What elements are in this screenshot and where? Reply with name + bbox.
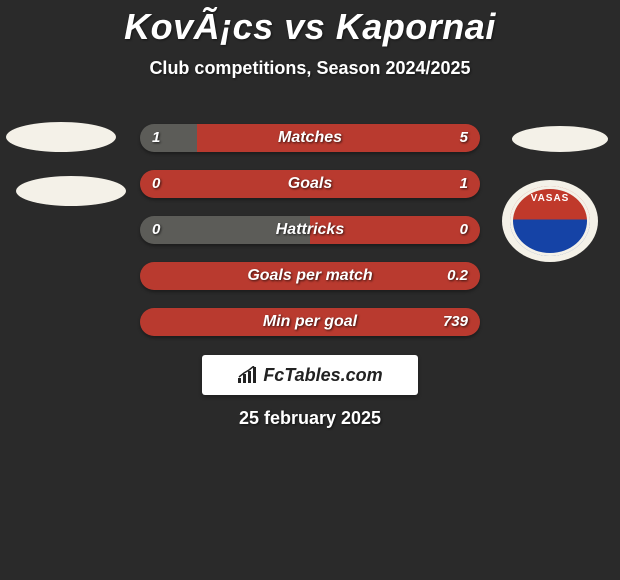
stats-table: Matches15Goals01Hattricks00Goals per mat… [140, 124, 480, 354]
stat-value-right: 5 [460, 124, 468, 152]
stat-row: Min per goal739 [140, 308, 480, 336]
vs-text: vs [284, 6, 325, 47]
player1-name: KovÃ¡cs [124, 6, 274, 47]
stat-value-right: 0 [460, 216, 468, 244]
player2-name: Kapornai [336, 6, 496, 47]
brand-text: FcTables.com [263, 365, 382, 386]
stat-row: Hattricks0 0 [140, 216, 480, 244]
date-text: 25 february 2025 [0, 408, 620, 429]
stat-value-right: 0.2 [447, 262, 468, 290]
crest-letters: VASAS [531, 193, 570, 204]
stat-row: Goals0 1 [140, 170, 480, 198]
player1-photo-placeholder-1 [6, 122, 116, 152]
stat-row: Matches1 5 [140, 124, 480, 152]
page-title: KovÃ¡cs vs Kapornai [0, 0, 620, 48]
stat-value-right: 1 [460, 170, 468, 198]
stat-value-left: 1 [152, 124, 160, 152]
stat-label: Goals per match [140, 262, 480, 290]
stat-label: Min per goal [140, 308, 480, 336]
stat-value-left: 0 [152, 170, 160, 198]
player2-club-crest: VASAS [502, 180, 598, 262]
stat-value-right: 739 [443, 308, 468, 336]
stat-label: Goals [140, 170, 480, 198]
stat-label: Matches [140, 124, 480, 152]
player1-photo-placeholder-2 [16, 176, 126, 206]
player2-photo-placeholder [512, 126, 608, 152]
chart-icon [237, 366, 257, 384]
subtitle: Club competitions, Season 2024/2025 [0, 58, 620, 79]
stat-value-left: 0 [152, 216, 160, 244]
stat-row: Goals per match0.2 [140, 262, 480, 290]
brand-badge[interactable]: FcTables.com [202, 355, 418, 395]
stat-label: Hattricks [140, 216, 480, 244]
